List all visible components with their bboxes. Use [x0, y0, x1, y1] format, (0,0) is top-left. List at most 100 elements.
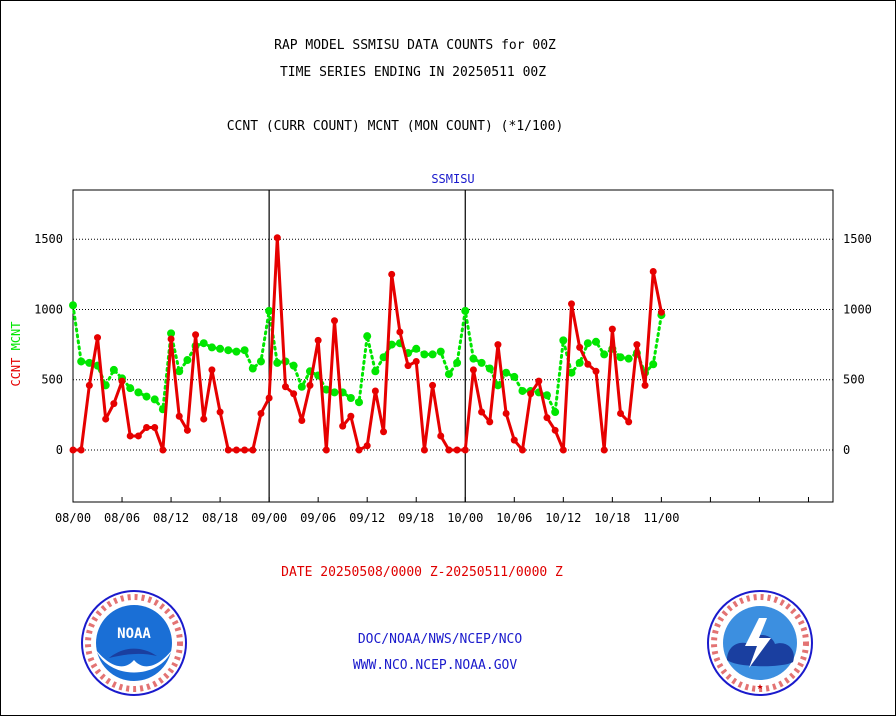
- point-mcnt: [477, 358, 486, 367]
- series-line-mcnt: [71, 303, 663, 418]
- point-ccnt: [355, 446, 363, 454]
- point-mcnt: [518, 386, 527, 395]
- point-mcnt: [551, 408, 560, 417]
- point-mcnt: [355, 398, 364, 407]
- point-ccnt: [396, 328, 404, 336]
- point-ccnt: [265, 394, 273, 402]
- point-mcnt: [600, 350, 609, 359]
- point-ccnt: [339, 422, 347, 430]
- point-ccnt: [510, 436, 518, 444]
- y-tick-label-left: 1000: [34, 302, 63, 316]
- x-tick-label: 10/06: [496, 511, 532, 525]
- point-ccnt: [600, 446, 608, 454]
- point-mcnt: [232, 347, 241, 356]
- point-ccnt: [298, 416, 306, 424]
- y-tick-label-right: 500: [843, 373, 865, 387]
- point-ccnt: [429, 381, 437, 389]
- point-ccnt: [249, 446, 257, 454]
- point-mcnt: [199, 339, 208, 348]
- chart-subtitle: CCNT (CURR COUNT) MCNT (MON COUNT) (*1/1…: [226, 119, 564, 134]
- point-ccnt: [306, 381, 314, 389]
- point-mcnt: [142, 392, 151, 401]
- point-mcnt: [559, 336, 568, 345]
- point-mcnt: [207, 343, 216, 352]
- noaa-logo[interactable]: NOAA: [79, 588, 189, 698]
- point-ccnt: [85, 381, 93, 389]
- point-ccnt: [110, 400, 118, 408]
- point-ccnt: [502, 409, 510, 417]
- point-ccnt: [633, 341, 641, 349]
- point-ccnt: [347, 412, 355, 420]
- point-mcnt: [297, 382, 306, 391]
- point-ccnt: [290, 390, 298, 398]
- point-mcnt: [510, 372, 519, 381]
- point-mcnt: [379, 353, 388, 362]
- point-mcnt: [265, 306, 274, 315]
- point-ccnt: [641, 381, 649, 389]
- nws-logo[interactable]: [705, 588, 815, 698]
- point-mcnt: [289, 361, 298, 370]
- point-mcnt: [592, 337, 601, 346]
- point-mcnt: [224, 346, 233, 355]
- point-ccnt: [608, 325, 616, 333]
- point-mcnt: [109, 365, 118, 374]
- point-mcnt: [216, 344, 225, 353]
- chart-title-line2: TIME SERIES ENDING IN 20250511 00Z: [279, 65, 547, 80]
- point-ccnt: [151, 424, 159, 432]
- point-mcnt: [126, 384, 135, 393]
- y-tick-label-left: 500: [41, 373, 63, 387]
- x-tick-label: 11/00: [643, 511, 679, 525]
- point-ccnt: [388, 270, 396, 278]
- website-link[interactable]: WWW.NCO.NCEP.NOAA.GOV: [352, 658, 518, 673]
- point-ccnt: [371, 387, 379, 395]
- point-ccnt: [576, 343, 584, 351]
- point-mcnt: [183, 356, 192, 365]
- point-mcnt: [175, 367, 184, 376]
- point-ccnt: [617, 409, 625, 417]
- point-ccnt: [420, 446, 428, 454]
- point-ccnt: [551, 426, 559, 434]
- point-ccnt: [478, 408, 486, 416]
- point-ccnt: [331, 317, 339, 325]
- point-ccnt: [77, 446, 85, 454]
- point-ccnt: [404, 362, 412, 370]
- point-ccnt: [281, 383, 289, 391]
- point-ccnt: [134, 432, 142, 440]
- point-ccnt: [527, 390, 535, 398]
- x-tick-label: 08/06: [104, 511, 140, 525]
- x-tick-label: 09/00: [251, 511, 287, 525]
- x-tick-label: 09/06: [300, 511, 336, 525]
- noaa-logo-text: NOAA: [117, 626, 151, 642]
- point-mcnt: [387, 340, 396, 349]
- point-ccnt: [126, 432, 134, 440]
- point-mcnt: [248, 364, 257, 373]
- x-tick-label: 10/12: [545, 511, 581, 525]
- point-ccnt: [257, 409, 265, 417]
- point-mcnt: [583, 339, 592, 348]
- point-mcnt: [330, 388, 339, 397]
- point-ccnt: [518, 446, 526, 454]
- y-axis-label-mcnt: MCNT: [9, 321, 23, 350]
- org-path-link[interactable]: DOC/NOAA/NWS/NCEP/NCO: [357, 632, 523, 647]
- x-tick-label: 09/12: [349, 511, 385, 525]
- y-axis-label-ccnt: CCNT: [9, 350, 23, 386]
- y-tick-label-right: 1000: [843, 302, 872, 316]
- point-mcnt: [150, 395, 159, 404]
- point-mcnt: [167, 329, 176, 338]
- point-mcnt: [256, 357, 265, 366]
- point-ccnt: [69, 446, 77, 454]
- point-ccnt: [216, 408, 224, 416]
- point-ccnt: [657, 308, 665, 316]
- point-mcnt: [69, 301, 77, 310]
- point-mcnt: [444, 370, 453, 379]
- point-ccnt: [200, 415, 208, 423]
- y-tick-label-right: 0: [843, 443, 850, 457]
- x-tick-label: 08/12: [153, 511, 189, 525]
- x-tick-label: 08/00: [55, 511, 91, 525]
- point-ccnt: [380, 428, 388, 436]
- y-axis-label: CCNT MCNT: [9, 321, 23, 386]
- x-tick-label: 10/00: [447, 511, 483, 525]
- x-tick-label: 08/18: [202, 511, 238, 525]
- point-ccnt: [232, 446, 240, 454]
